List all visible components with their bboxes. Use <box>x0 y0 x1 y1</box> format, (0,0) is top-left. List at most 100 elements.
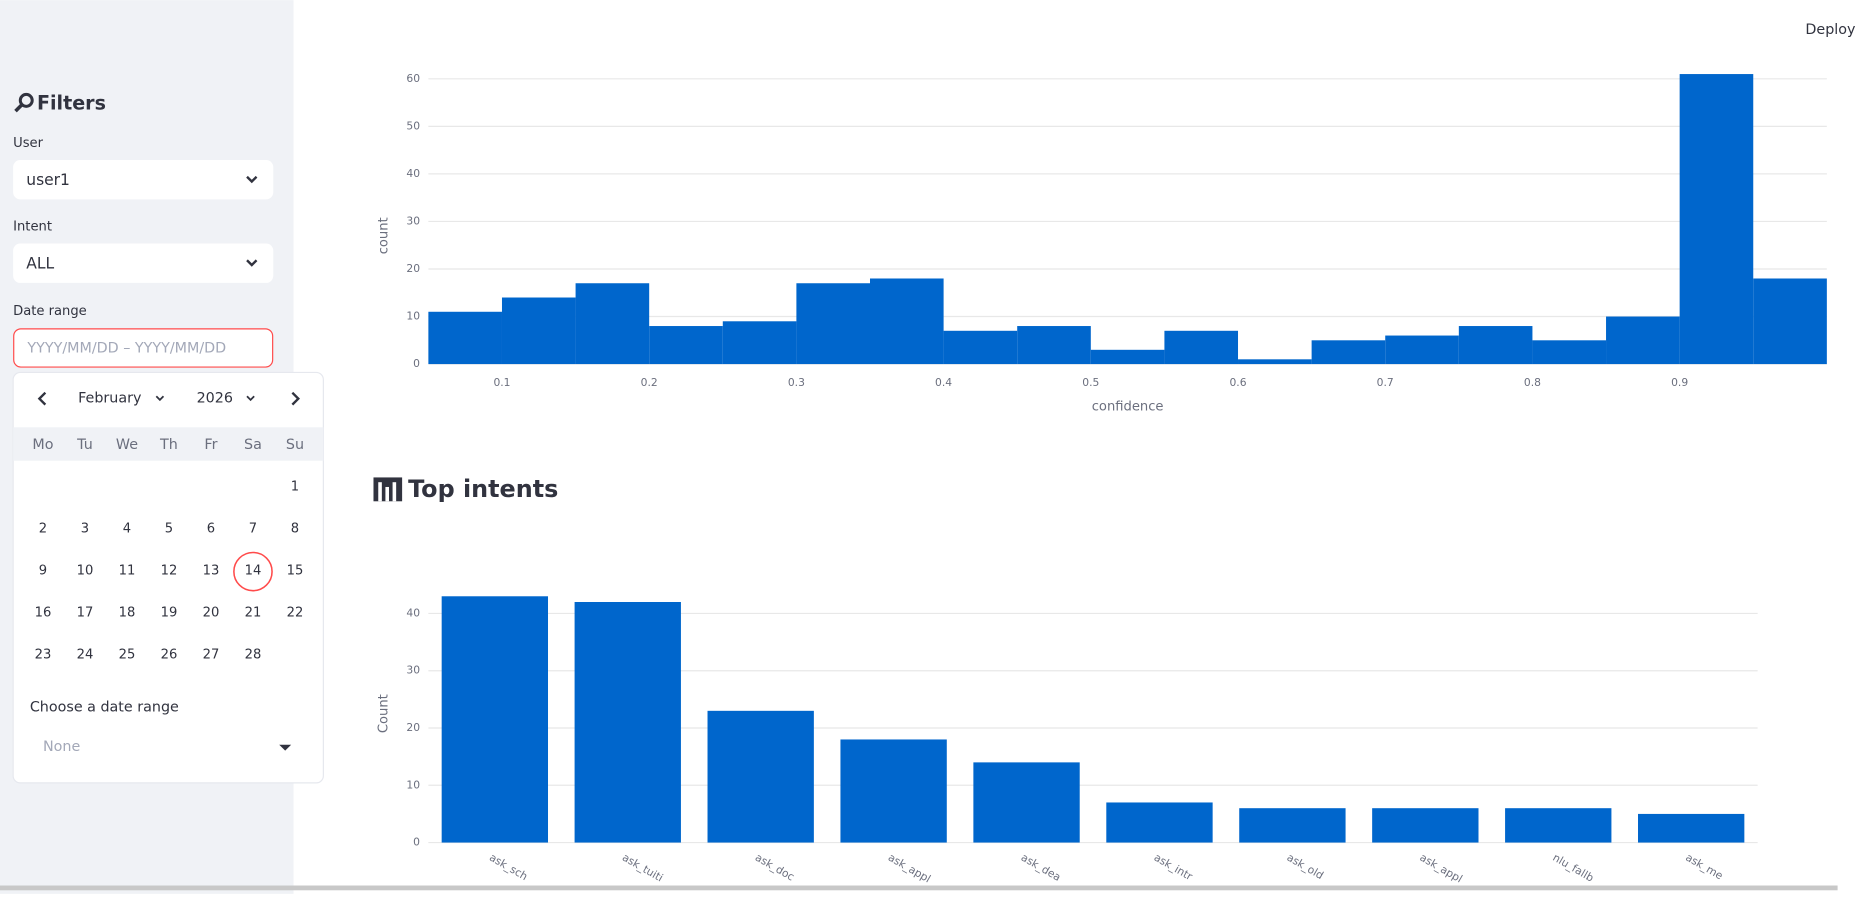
x-tick-label: 0.9 <box>1671 376 1688 389</box>
month-select[interactable]: February <box>78 391 142 407</box>
sidebar-title: Filters <box>37 91 106 114</box>
weekday: Tu <box>76 437 93 453</box>
day[interactable]: 7 <box>249 521 257 536</box>
day[interactable]: 23 <box>35 647 52 662</box>
day[interactable]: 6 <box>207 521 215 536</box>
weekday: Sa <box>244 437 262 453</box>
y-tick-label: 20 <box>406 262 420 275</box>
bar <box>722 321 797 365</box>
chevron <box>246 259 258 267</box>
next-month[interactable] <box>291 391 300 406</box>
day[interactable]: 18 <box>119 605 136 620</box>
x-tick-label: ask_intr <box>1152 851 1195 884</box>
x-tick-label: ask_appl <box>886 851 933 886</box>
y-tick-label: 30 <box>406 664 420 677</box>
day[interactable]: 5 <box>165 521 173 536</box>
bar <box>1606 316 1680 365</box>
day[interactable]: 22 <box>287 605 304 620</box>
x-axis-label: confidence <box>1092 400 1164 415</box>
x-tick-label: ask_dea <box>1019 851 1063 884</box>
day[interactable]: 8 <box>291 521 299 536</box>
day[interactable]: 13 <box>203 563 220 578</box>
date-input[interactable] <box>13 328 274 368</box>
search-icon <box>14 92 34 113</box>
chevron <box>279 744 292 751</box>
year-select[interactable]: 2026 <box>197 391 233 407</box>
bar <box>428 311 502 365</box>
bar <box>1679 74 1754 365</box>
x-tick-label: 0.7 <box>1377 376 1394 389</box>
day[interactable]: 20 <box>203 605 220 620</box>
day[interactable]: 24 <box>77 647 94 662</box>
bar <box>1372 808 1479 843</box>
prev-month[interactable] <box>37 391 47 406</box>
x-tick-label: ask_appl <box>1418 851 1465 886</box>
x-tick-label: ask_tuiti <box>620 851 665 885</box>
day[interactable]: 3 <box>81 521 89 536</box>
x-tick-label: 0.3 <box>788 376 805 389</box>
bar <box>1239 808 1346 843</box>
day[interactable]: 27 <box>203 647 220 662</box>
day[interactable]: 2 <box>39 521 47 536</box>
bar <box>1753 278 1827 365</box>
bar <box>1385 335 1459 365</box>
day[interactable]: 21 <box>245 605 262 620</box>
y-tick-label: 10 <box>406 310 420 323</box>
bar <box>840 739 947 843</box>
bar <box>649 326 723 365</box>
bar <box>1238 359 1312 365</box>
bar <box>796 283 870 365</box>
select-value: user1 <box>26 171 70 189</box>
day[interactable]: 28 <box>245 647 262 662</box>
day[interactable]: 14 <box>245 563 262 578</box>
deploy-button[interactable]: Deploy <box>1805 22 1856 38</box>
weekday: Su <box>286 437 304 453</box>
day[interactable]: 19 <box>161 605 178 620</box>
x-tick-label: 0.4 <box>935 376 952 389</box>
weekday: Fr <box>204 437 217 453</box>
chevron <box>155 395 165 402</box>
day[interactable]: 16 <box>35 605 52 620</box>
bar <box>441 596 549 843</box>
bar <box>1164 330 1239 365</box>
user-select[interactable] <box>13 160 274 200</box>
intent-select[interactable] <box>13 243 274 283</box>
x-tick-label: nlu_fallb <box>1550 851 1596 885</box>
y-tick-label: 0 <box>413 836 420 849</box>
x-tick-label: 0.1 <box>493 376 510 389</box>
y-tick-label: 40 <box>406 167 420 180</box>
bar <box>943 330 1018 365</box>
day[interactable]: 26 <box>161 647 178 662</box>
x-tick-label: 0.2 <box>641 376 658 389</box>
label: Date range <box>13 304 87 319</box>
label: User <box>13 136 43 151</box>
preset-label: Choose a date range <box>30 700 179 716</box>
bar <box>707 710 814 843</box>
preset-select[interactable]: None <box>43 739 81 755</box>
day[interactable]: 11 <box>119 563 136 578</box>
day[interactable]: 17 <box>77 605 94 620</box>
y-tick-label: 10 <box>406 778 420 791</box>
weekday: Th <box>159 437 178 453</box>
day[interactable]: 4 <box>123 521 131 536</box>
today-marker <box>233 551 273 592</box>
day[interactable]: 10 <box>77 563 94 578</box>
day[interactable]: 9 <box>39 563 47 578</box>
bar <box>1638 813 1745 843</box>
day[interactable]: 15 <box>287 563 304 578</box>
x-tick-label: 0.5 <box>1082 376 1099 389</box>
bar <box>574 602 681 843</box>
select-value: ALL <box>26 254 54 272</box>
x-tick-label: ask_sch <box>487 851 530 883</box>
weekday: Mo <box>32 437 53 453</box>
y-tick-label: 40 <box>406 606 420 619</box>
day[interactable]: 1 <box>291 479 299 494</box>
day[interactable]: 25 <box>119 647 136 662</box>
day[interactable]: 12 <box>161 563 178 578</box>
label: Intent <box>13 219 52 234</box>
bar <box>501 297 576 365</box>
y-tick-label: 0 <box>413 357 420 370</box>
y-tick-label: 50 <box>406 119 420 132</box>
